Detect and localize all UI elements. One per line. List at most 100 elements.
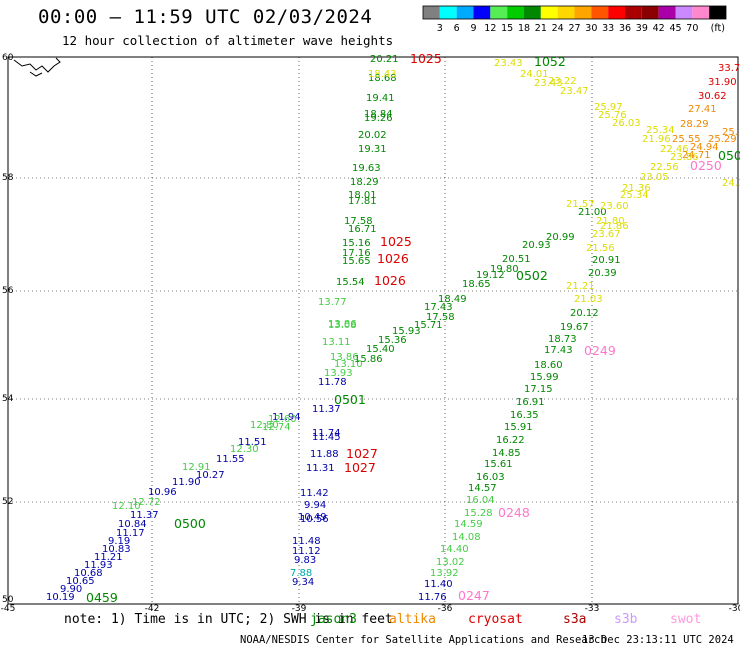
legend-tick: 45 bbox=[669, 23, 681, 34]
wave-height-label: 25.97 bbox=[594, 102, 623, 113]
wave-height-label: 16.22 bbox=[496, 435, 525, 446]
color-legend: 3 6 9 12 15 18 21 24 27 30 33 36 39 42 45 70 (ft) bbox=[422, 5, 727, 34]
legend-tick: 36 bbox=[619, 23, 631, 34]
wave-height-label: 15.93 bbox=[392, 326, 421, 337]
wave-height-label: 20.12 bbox=[570, 308, 599, 319]
legend-tick: 42 bbox=[653, 23, 665, 34]
wave-height-label: 18.49 bbox=[438, 294, 467, 305]
wave-height-label: 25.29 bbox=[708, 134, 737, 145]
wave-height-label: 13.86 bbox=[330, 352, 359, 363]
wave-height-label: 23.43 bbox=[534, 78, 563, 89]
wave-height-label: 11.31 bbox=[306, 463, 335, 474]
legend-swatch bbox=[591, 6, 609, 19]
wave-height-label: 18.84 bbox=[364, 109, 393, 120]
legend-tick: 24 bbox=[552, 23, 564, 34]
legend-swatch bbox=[540, 6, 558, 19]
wave-height-label: 21.57 bbox=[566, 199, 595, 210]
time-stamp-label: 0247 bbox=[458, 588, 490, 603]
wave-height-label: 22.56 bbox=[650, 162, 679, 173]
wave-height-label: 21.21 bbox=[566, 281, 595, 292]
time-stamp-label: 1026 bbox=[377, 251, 409, 266]
wave-height-label: 17.58 bbox=[344, 216, 373, 227]
legend-tick: 70 bbox=[686, 23, 698, 34]
legend-swatch bbox=[490, 6, 508, 19]
wave-height-label: 12.74 bbox=[262, 422, 291, 433]
wave-height-label: 21.03 bbox=[574, 294, 603, 305]
wave-height-label: 14.08 bbox=[452, 532, 481, 543]
wave-height-label: 24.1 bbox=[722, 178, 740, 189]
wave-height-label: 11.94 bbox=[272, 412, 301, 423]
time-stamp-label: 0249 bbox=[584, 343, 616, 358]
time-stamp-label: 1027 bbox=[346, 446, 378, 461]
satellite-legend-s3b: s3b bbox=[614, 612, 638, 627]
time-stamp-label: 0502 bbox=[516, 268, 548, 283]
legend-tick: 33 bbox=[602, 23, 614, 34]
lon-tick: -33 bbox=[585, 604, 600, 614]
legend-swatch bbox=[423, 6, 440, 19]
time-stamp-label: 0248 bbox=[498, 505, 530, 520]
wave-height-label: 19.41 bbox=[366, 93, 395, 104]
wave-height-label: 14.85 bbox=[492, 448, 521, 459]
wave-height-label: 11.55 bbox=[216, 454, 245, 465]
time-stamp-label: 1027 bbox=[344, 460, 376, 475]
wave-height-label: 11.45 bbox=[312, 432, 341, 443]
lat-tick: 60 bbox=[2, 53, 14, 63]
wave-height-label: 11.12 bbox=[292, 546, 321, 557]
satellite-legend-cryosat: cryosat bbox=[468, 612, 523, 627]
wave-height-label: 10.27 bbox=[196, 470, 225, 481]
wave-height-label: 19.67 bbox=[560, 322, 589, 333]
legend-swatch bbox=[675, 6, 693, 19]
legend-tick: 39 bbox=[636, 23, 648, 34]
legend-swatch bbox=[625, 6, 642, 19]
wave-height-label: 19.12 bbox=[476, 270, 505, 281]
wave-height-label: 13.86 bbox=[328, 319, 357, 330]
time-stamp-label: 0501 bbox=[334, 392, 366, 407]
lon-tick: -36 bbox=[438, 604, 453, 614]
lat-tick: 58 bbox=[2, 173, 14, 183]
wave-height-label: 19.63 bbox=[352, 163, 381, 174]
wave-height-label: 16.03 bbox=[476, 472, 505, 483]
wave-height-label: 15.16 bbox=[342, 238, 371, 249]
wave-height-label: 18.01 bbox=[348, 190, 377, 201]
wave-height-label: 13.93 bbox=[324, 368, 353, 379]
wave-height-label: 17.58 bbox=[426, 312, 455, 323]
page-subtitle: 12 hour collection of altimeter wave hei… bbox=[62, 33, 394, 48]
wave-height-label: 26.03 bbox=[612, 118, 641, 129]
wave-height-label: 15.99 bbox=[530, 372, 559, 383]
legend-swatch bbox=[709, 6, 726, 19]
wave-height-label: 11.51 bbox=[238, 437, 267, 448]
lat-tick: 54 bbox=[2, 394, 14, 404]
wave-height-label: 21.00 bbox=[578, 207, 607, 218]
wave-height-label: 23.67 bbox=[592, 229, 621, 240]
legend-tick: 12 bbox=[484, 23, 496, 34]
wave-height-label: 12.60 bbox=[268, 414, 297, 425]
wave-height-label: 25.34 bbox=[620, 190, 649, 201]
time-stamp-label: 1052 bbox=[534, 54, 566, 69]
wave-height-label: 20.99 bbox=[546, 232, 575, 243]
wave-height-label: 19.80 bbox=[490, 264, 519, 275]
legend-tick: 27 bbox=[568, 23, 580, 34]
time-stamp-label: 1025 bbox=[380, 234, 412, 249]
wave-height-label: 30.62 bbox=[698, 91, 727, 102]
wave-height-label: 11.76 bbox=[418, 592, 447, 603]
wave-height-label: 16.71 bbox=[348, 224, 377, 235]
wave-height-label: 10.96 bbox=[148, 487, 177, 498]
legend-tick: 6 bbox=[454, 23, 460, 34]
lon-tick: -30 bbox=[729, 604, 740, 614]
wave-height-label: 23.60 bbox=[600, 201, 629, 212]
generated-timestamp: 13 Dec 23:13:11 UTC 2024 bbox=[582, 634, 734, 646]
satellite-legend-swot: swot bbox=[670, 612, 702, 627]
wave-height-label: 11.90 bbox=[172, 477, 201, 488]
wave-height-label: 10.68 bbox=[74, 568, 103, 579]
wave-height-label: 25. bbox=[722, 127, 738, 138]
wave-height-label: 20.91 bbox=[592, 255, 621, 266]
wave-height-label: 7.88 bbox=[290, 568, 312, 579]
legend-tick: 3 bbox=[437, 23, 443, 34]
wave-height-label: 11.17 bbox=[116, 528, 145, 539]
legend-swatch bbox=[692, 6, 710, 19]
wave-height-label: 11.74 bbox=[312, 428, 341, 439]
wave-height-label: 21.56 bbox=[586, 243, 615, 254]
wave-height-label: 23.22 bbox=[548, 76, 577, 87]
wave-height-label: 21.96 bbox=[642, 134, 671, 145]
